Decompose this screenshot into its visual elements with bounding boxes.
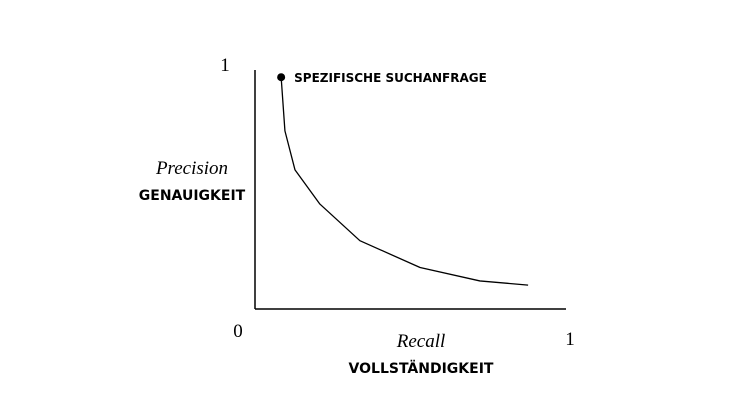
x-tick-label: 0 <box>233 321 243 342</box>
x-tick-label: 1 <box>565 329 575 350</box>
x-label: Recall <box>396 331 446 352</box>
y-tick-label: 1 <box>220 55 230 76</box>
point <box>277 73 286 82</box>
curve <box>280 77 529 286</box>
annotation: SPEZIFISCHE SUCHANFRAGE <box>294 71 487 85</box>
y-label-sub: GENAUIGKEIT <box>139 188 246 204</box>
x-label-sub: VOLLSTÄNDIGKEIT <box>349 360 494 377</box>
y-label: Precision <box>155 158 228 179</box>
